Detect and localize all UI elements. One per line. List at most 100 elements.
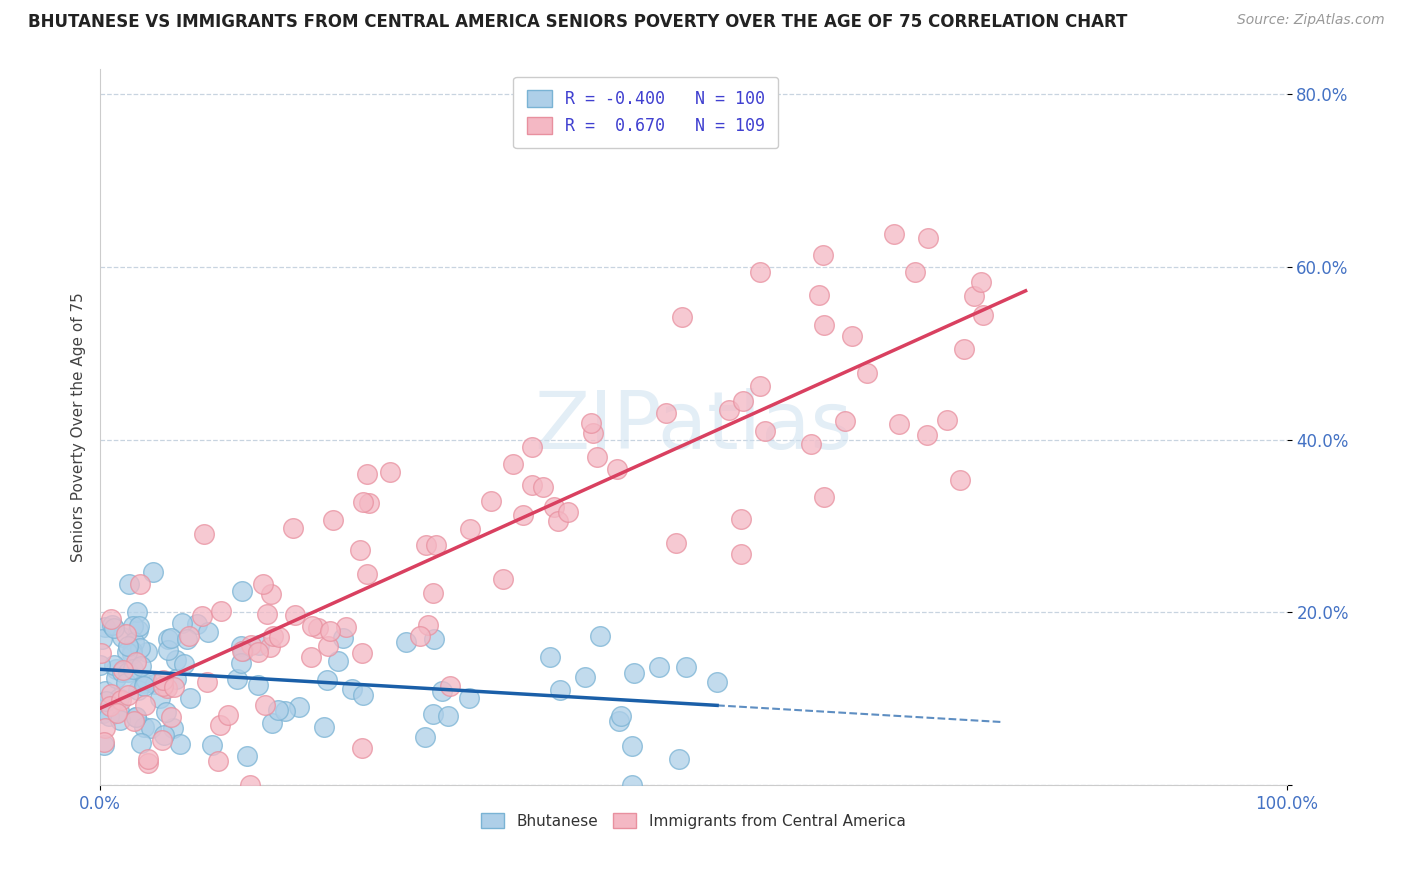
Point: [834, 414, 856, 428]
Point: [176, 632, 198, 647]
Point: [267, 703, 290, 717]
Point: [315, 673, 337, 687]
Point: [917, 231, 939, 245]
Point: [152, 673, 174, 687]
Point: [730, 512, 752, 526]
Point: [247, 645, 270, 659]
Point: [162, 721, 184, 735]
Point: [350, 646, 373, 660]
Point: [502, 457, 524, 471]
Point: [101, 618, 124, 632]
Point: [415, 539, 437, 553]
Point: [173, 657, 195, 671]
Point: [904, 265, 927, 279]
Point: [152, 679, 174, 693]
Point: [115, 645, 138, 659]
Text: Source: ZipAtlas.com: Source: ZipAtlas.com: [1237, 13, 1385, 28]
Point: [479, 494, 502, 508]
Point: [156, 681, 179, 695]
Point: [229, 657, 252, 671]
Point: [107, 691, 129, 706]
Point: [607, 714, 630, 728]
Point: [267, 630, 290, 644]
Point: [807, 288, 830, 302]
Point: [89, 658, 111, 673]
Point: [150, 733, 173, 747]
Point: [127, 683, 149, 698]
Point: [100, 687, 122, 701]
Y-axis label: Seniors Poverty Over the Age of 75: Seniors Poverty Over the Age of 75: [72, 292, 86, 562]
Text: BHUTANESE VS IMMIGRANTS FROM CENTRAL AMERICA SENIORS POVERTY OVER THE AGE OF 75 : BHUTANESE VS IMMIGRANTS FROM CENTRAL AME…: [28, 13, 1128, 31]
Point: [970, 275, 993, 289]
Point: [675, 660, 697, 674]
Point: [179, 690, 201, 705]
Point: [586, 450, 609, 465]
Point: [284, 607, 307, 622]
Point: [730, 547, 752, 561]
Point: [352, 495, 374, 509]
Point: [121, 619, 143, 633]
Point: [124, 634, 146, 648]
Point: [547, 514, 569, 528]
Point: [98, 698, 121, 713]
Point: [813, 318, 835, 333]
Point: [94, 721, 117, 735]
Point: [936, 413, 959, 427]
Point: [281, 521, 304, 535]
Point: [165, 673, 187, 687]
Point: [253, 698, 276, 713]
Point: [557, 505, 579, 519]
Point: [122, 714, 145, 729]
Point: [125, 710, 148, 724]
Point: [162, 680, 184, 694]
Point: [217, 707, 239, 722]
Point: [356, 566, 378, 581]
Point: [458, 522, 481, 536]
Point: [209, 604, 232, 618]
Point: [548, 682, 571, 697]
Point: [620, 778, 643, 792]
Point: [138, 756, 160, 770]
Point: [522, 478, 544, 492]
Point: [883, 227, 905, 241]
Point: [104, 662, 127, 676]
Point: [246, 677, 269, 691]
Point: [491, 572, 513, 586]
Point: [129, 576, 152, 591]
Point: [326, 654, 349, 668]
Point: [231, 583, 253, 598]
Point: [655, 406, 678, 420]
Point: [125, 655, 148, 669]
Point: [972, 308, 994, 322]
Point: [359, 496, 381, 510]
Point: [247, 639, 270, 653]
Point: [125, 710, 148, 724]
Point: [340, 681, 363, 696]
Point: [731, 393, 754, 408]
Point: [121, 644, 143, 658]
Point: [115, 676, 138, 690]
Text: ZIPatlas: ZIPatlas: [534, 388, 852, 466]
Point: [131, 658, 153, 673]
Point: [356, 467, 378, 481]
Point: [813, 490, 835, 504]
Point: [299, 649, 322, 664]
Point: [165, 653, 187, 667]
Point: [231, 644, 253, 658]
Point: [209, 717, 232, 731]
Point: [350, 740, 373, 755]
Point: [520, 441, 543, 455]
Point: [274, 704, 297, 718]
Point: [117, 688, 139, 702]
Point: [134, 679, 156, 693]
Legend: Bhutanese, Immigrants from Central America: Bhutanese, Immigrants from Central Ameri…: [475, 806, 911, 835]
Point: [115, 627, 138, 641]
Point: [232, 643, 254, 657]
Point: [409, 629, 432, 643]
Point: [93, 734, 115, 748]
Point: [288, 700, 311, 714]
Point: [90, 632, 112, 647]
Point: [588, 629, 610, 643]
Point: [139, 721, 162, 735]
Point: [121, 647, 143, 661]
